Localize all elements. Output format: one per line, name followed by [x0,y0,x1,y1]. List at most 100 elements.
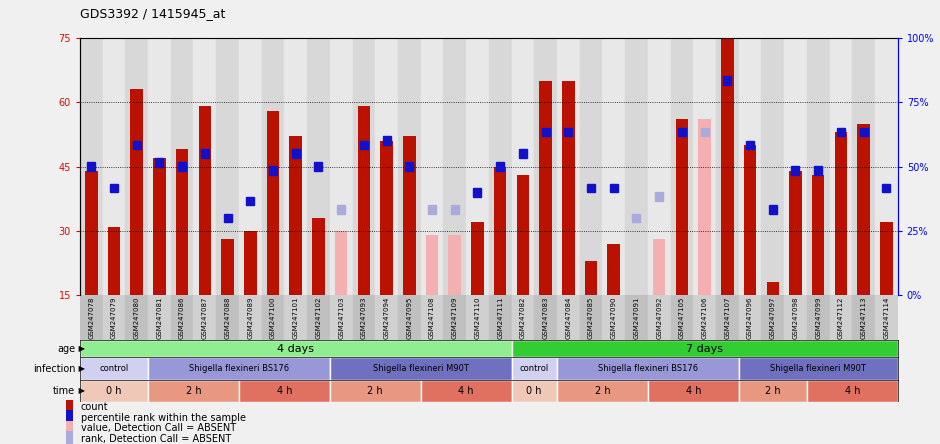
Text: 4 h: 4 h [276,386,292,396]
Text: 2 h: 2 h [368,386,383,396]
Bar [676,119,688,295]
Bar [853,295,875,340]
Text: GSM247078: GSM247078 [88,296,94,339]
Bar [466,38,489,295]
Bar [724,76,731,85]
Bar [239,295,261,340]
Bar [739,295,761,340]
Bar [269,166,277,175]
Bar [330,295,352,340]
Text: rank, Detection Call = ABSENT: rank, Detection Call = ABSENT [81,434,231,444]
Bar [585,261,597,295]
Bar [360,141,368,149]
Text: GSM247094: GSM247094 [384,296,389,338]
Text: GSM247082: GSM247082 [520,296,525,338]
Bar [489,295,511,340]
Bar [648,38,670,295]
Bar [694,295,716,340]
Text: control: control [100,364,129,373]
Text: GSM247111: GSM247111 [497,296,503,339]
Text: GSM247108: GSM247108 [429,296,435,339]
Text: 4 h: 4 h [685,386,701,396]
Bar [239,38,261,295]
Bar [791,166,799,175]
Bar [149,357,330,380]
Bar [496,162,504,171]
Text: GDS3392 / 1415945_at: GDS3392 / 1415945_at [80,7,226,20]
Text: 0 h: 0 h [106,386,121,396]
Bar [653,239,666,295]
Bar [428,205,436,214]
Bar [133,141,141,149]
Bar [607,244,620,295]
Text: GSM247092: GSM247092 [656,296,662,338]
Bar [352,38,375,295]
Bar [87,162,95,171]
Bar [648,380,739,402]
Bar [421,295,444,340]
Text: GSM247089: GSM247089 [247,296,253,339]
Text: 7 days: 7 days [686,344,723,353]
Bar [829,295,853,340]
Bar [381,141,393,295]
Text: GSM247106: GSM247106 [701,296,708,339]
Bar [80,295,102,340]
Text: ▶: ▶ [76,364,86,373]
Bar [80,340,511,357]
Bar [739,380,807,402]
Text: 4 h: 4 h [844,386,860,396]
Bar [766,282,779,295]
Text: GSM247099: GSM247099 [815,296,822,339]
Bar [784,295,807,340]
Bar [880,222,893,295]
Bar [66,420,73,436]
Bar [216,38,239,295]
Bar [835,132,847,295]
Bar [335,231,348,295]
Bar [291,149,300,158]
Bar [556,295,580,340]
Bar [330,380,421,402]
Bar [108,226,120,295]
Bar [153,158,165,295]
Text: GSM247084: GSM247084 [565,296,572,338]
Bar [564,128,572,136]
Bar [670,295,694,340]
Bar [357,107,370,295]
Text: Shigella flexineri M90T: Shigella flexineri M90T [373,364,468,373]
Bar [307,295,330,340]
Bar [315,162,322,171]
Text: GSM247087: GSM247087 [202,296,208,339]
Bar [85,171,98,295]
Bar [307,38,330,295]
Bar [102,38,125,295]
Bar [860,128,868,136]
Bar [721,16,733,295]
Text: age: age [57,344,75,353]
Bar [171,295,194,340]
Bar [216,295,239,340]
Bar [179,162,186,171]
Bar [383,136,390,145]
Bar [201,149,209,158]
Bar [66,431,73,444]
Bar [398,295,420,340]
Bar [883,184,890,192]
Bar [700,128,709,136]
Bar [80,380,149,402]
Bar [194,295,216,340]
Bar [610,184,618,192]
Text: GSM247101: GSM247101 [292,296,299,339]
Text: GSM247105: GSM247105 [679,296,685,338]
Bar [562,81,574,295]
Text: GSM247113: GSM247113 [861,296,867,339]
Bar [125,38,149,295]
Bar [66,400,73,415]
Text: GSM247090: GSM247090 [611,296,617,339]
Bar [312,218,324,295]
Bar [769,205,776,214]
Bar [857,123,870,295]
Bar [176,149,188,295]
Bar [421,380,511,402]
Bar [398,38,420,295]
